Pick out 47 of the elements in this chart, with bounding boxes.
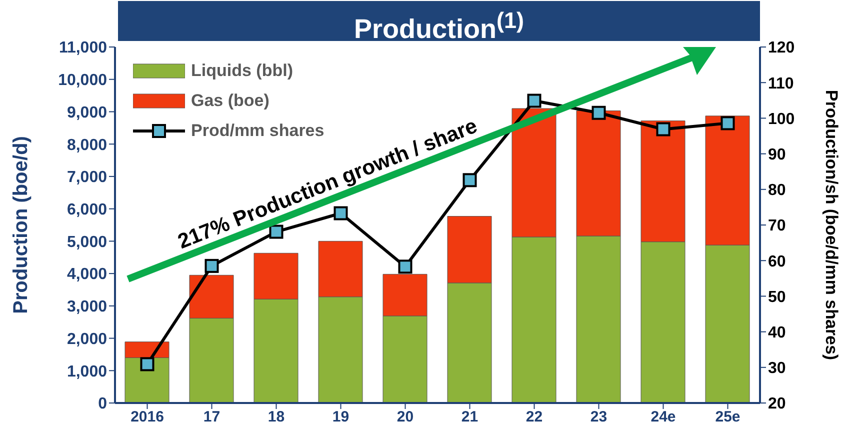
y-tick-label: 10,000 (58, 72, 108, 90)
y-tick-label: 0 (98, 396, 108, 413)
y2-tick-label: 120 (768, 40, 795, 57)
y-tick-label: 6,000 (66, 202, 108, 218)
y2-tick-label: 110 (768, 75, 794, 92)
y-axis-title: Production (boe/d) (10, 136, 32, 314)
point (592, 106, 606, 120)
x-tick-label: 2016 (130, 408, 164, 426)
y2-tick-label: 100 (768, 110, 795, 128)
x-tick-label: 20 (396, 408, 414, 426)
y2-axis-title: Production/sh (boe/d/mm shares) (822, 90, 841, 360)
x-tick-label: 24e (650, 408, 676, 426)
x-tick-label: 25e (715, 408, 740, 426)
point (462, 173, 477, 188)
y2-tick-label: 50 (768, 288, 786, 306)
y2-tick-label: 70 (768, 218, 786, 235)
legend-label: Prod/mm shares (191, 120, 324, 142)
y2-tick-label: 60 (768, 253, 786, 270)
y-tick-label: 3,000 (66, 298, 108, 316)
y2-tick-label: 80 (768, 182, 786, 200)
point (656, 122, 670, 136)
y-tick-label: 11,000 (58, 40, 108, 57)
legend-label: Liquids (bbl) (191, 60, 293, 82)
point (140, 357, 154, 372)
legend-label: Gas (boe) (191, 90, 270, 112)
y-tick-label: 1,000 (66, 363, 108, 380)
point (720, 116, 735, 130)
y-tick-label: 8,000 (66, 136, 108, 154)
x-tick-label: 21 (461, 408, 478, 426)
y-tick-label: 4,000 (66, 266, 108, 284)
x-tick-label: 23 (590, 408, 608, 426)
y-tick-label: 2,000 (66, 330, 108, 348)
point (527, 94, 542, 108)
x-tick-label: 19 (332, 408, 350, 426)
point (398, 260, 412, 274)
chart-title: Production$^{(1)}$ (118, 1, 760, 44)
x-tick-label: 22 (526, 408, 543, 426)
y-tick-label: 5,000 (66, 234, 108, 251)
y2-tick-label: 90 (768, 146, 786, 164)
y-tick-label: 7,000 (66, 169, 108, 186)
y2-tick-label: 40 (768, 324, 786, 342)
y2-tick-label: 20 (768, 396, 786, 413)
y2-tick-label: 30 (768, 360, 786, 378)
point (204, 258, 219, 273)
x-tick-label: 18 (268, 408, 285, 426)
x-tick-label: 17 (203, 408, 220, 426)
y-tick-label: 9,000 (66, 104, 108, 122)
